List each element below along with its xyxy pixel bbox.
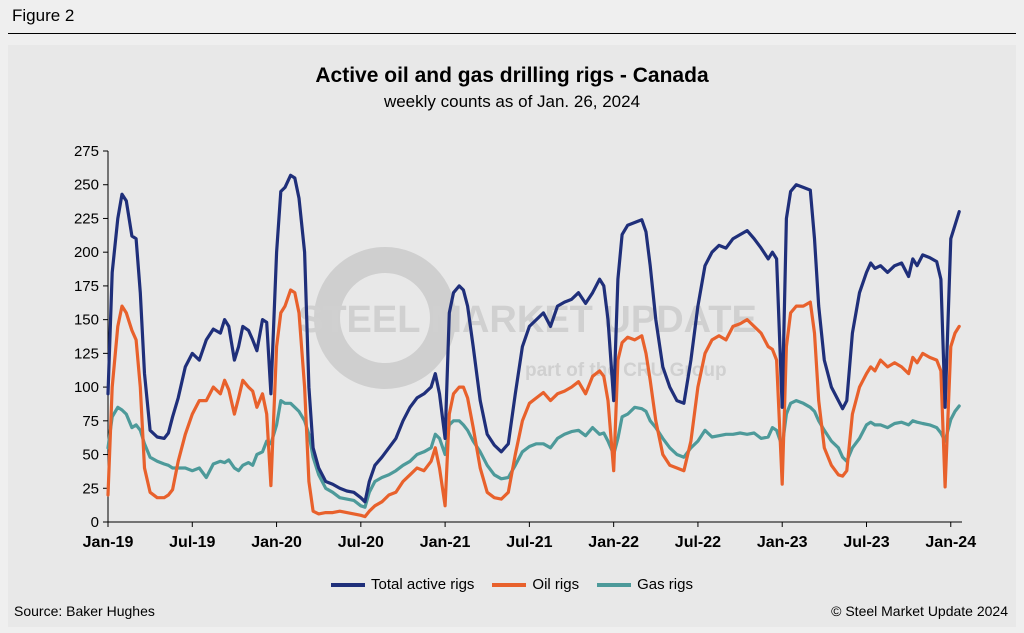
x-tick-label: Jan-20	[251, 534, 302, 551]
x-tick-label: Jul-20	[338, 534, 384, 551]
legend-item-gas: Gas rigs	[597, 576, 693, 593]
y-tick-label: 200	[74, 244, 99, 261]
y-tick-label: 125	[74, 345, 99, 362]
x-tick-label: Jul-21	[506, 534, 552, 551]
y-tick-label: 100	[74, 379, 99, 396]
figure-label: Figure 2	[12, 6, 75, 25]
y-tick-label: 175	[74, 278, 99, 295]
legend-swatch-gas	[597, 582, 632, 587]
legend-swatch-oil	[492, 582, 527, 587]
y-tick-label: 225	[74, 210, 99, 227]
x-tick-label: Jul-19	[169, 534, 215, 551]
x-tick-label: Jul-23	[843, 534, 889, 551]
top-rule	[8, 33, 1016, 34]
copyright-note: © Steel Market Update 2024	[831, 603, 1008, 619]
legend-label-total: Total active rigs	[371, 576, 475, 593]
watermark-logo-icon	[314, 247, 456, 389]
x-tick-label: Jan-21	[420, 534, 471, 551]
y-tick-label: 25	[82, 480, 99, 497]
y-tick-label: 250	[74, 177, 99, 194]
y-tick-label: 0	[91, 514, 99, 531]
legend-item-oil: Oil rigs	[492, 576, 579, 593]
y-tick-label: 50	[82, 447, 99, 464]
legend-swatch-total	[331, 582, 366, 587]
chart-title: Active oil and gas drilling rigs - Canad…	[315, 64, 709, 87]
x-tick-label: Jan-23	[757, 534, 808, 551]
series-line-gas	[106, 399, 961, 509]
legend: Total active rigs Oil rigs Gas rigs	[0, 576, 1024, 593]
chart-panel	[8, 45, 1016, 627]
series-line-total	[106, 173, 961, 504]
watermark-line2: part of the CRU Group	[525, 360, 727, 381]
y-tick-label: 75	[82, 413, 99, 430]
y-tick-label: 150	[74, 312, 99, 329]
legend-label-gas: Gas rigs	[637, 576, 693, 593]
x-tick-label: Jan-22	[588, 534, 639, 551]
x-tick-label: Jan-24	[925, 534, 976, 551]
chart-subtitle: weekly counts as of Jan. 26, 2024	[383, 92, 641, 111]
source-note: Source: Baker Hughes	[14, 603, 155, 619]
y-tick-label: 275	[74, 143, 99, 160]
legend-label-oil: Oil rigs	[532, 576, 580, 593]
x-tick-label: Jan-19	[83, 534, 134, 551]
legend-item-total: Total active rigs	[331, 576, 474, 593]
series-line-oil	[106, 288, 961, 519]
x-tick-label: Jul-22	[675, 534, 721, 551]
